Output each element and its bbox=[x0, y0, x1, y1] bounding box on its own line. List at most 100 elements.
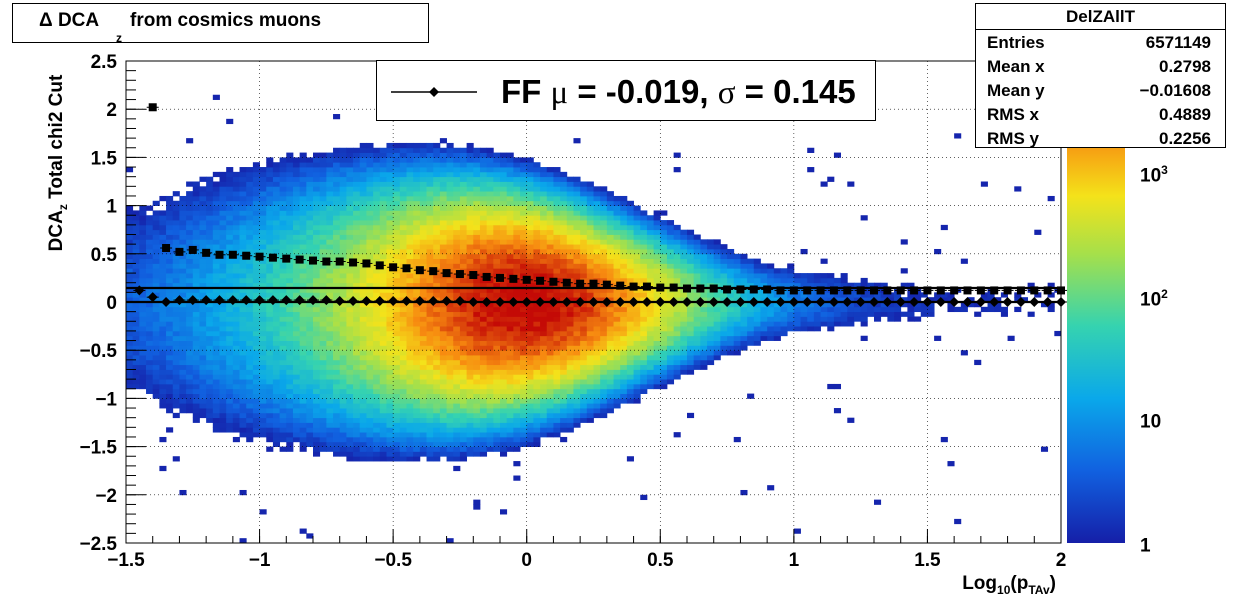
heatmap-cell bbox=[252, 176, 260, 182]
heatmap-cell bbox=[419, 408, 427, 414]
heatmap-cell bbox=[453, 412, 461, 419]
heatmap-cell bbox=[513, 234, 521, 240]
heatmap-cell bbox=[426, 393, 434, 399]
heatmap-cell bbox=[479, 215, 488, 221]
heatmap-cell bbox=[386, 191, 394, 197]
heatmap-cell bbox=[419, 287, 427, 293]
heatmap-cell bbox=[666, 248, 675, 255]
heatmap-cell bbox=[259, 335, 267, 341]
heatmap-cell bbox=[586, 316, 594, 322]
heatmap-cell bbox=[546, 273, 554, 279]
heatmap-cell bbox=[359, 186, 367, 192]
heatmap-cell bbox=[279, 162, 287, 168]
heatmap-cell bbox=[313, 239, 321, 245]
heatmap-cell bbox=[446, 335, 454, 341]
heatmap-cell bbox=[126, 316, 134, 322]
heatmap-cell bbox=[760, 302, 768, 308]
heatmap-cell bbox=[479, 388, 488, 394]
heatmap-cell bbox=[192, 292, 200, 298]
heatmap-cell bbox=[399, 412, 407, 419]
heatmap-cell bbox=[399, 287, 407, 293]
heatmap-cell bbox=[807, 297, 815, 303]
heatmap-cell bbox=[159, 374, 167, 380]
heatmap-cell bbox=[580, 273, 588, 279]
heatmap-cell bbox=[219, 335, 227, 341]
heatmap-cell bbox=[600, 205, 608, 211]
heatmap-cell bbox=[473, 345, 481, 351]
heatmap-cell bbox=[653, 330, 661, 337]
heatmap-cell bbox=[252, 398, 260, 404]
heatmap-cell bbox=[540, 403, 548, 409]
heatmap-cell bbox=[680, 321, 688, 327]
heatmap-cell bbox=[359, 326, 367, 332]
heatmap-cell bbox=[633, 335, 641, 341]
heatmap-cell bbox=[393, 200, 401, 206]
heatmap-cell bbox=[586, 224, 594, 231]
heatmap-cell bbox=[393, 335, 401, 341]
heatmap-cell bbox=[192, 215, 200, 221]
heatmap-cell bbox=[192, 181, 200, 187]
heatmap-cell bbox=[646, 292, 655, 298]
heatmap-cell bbox=[453, 451, 461, 457]
heatmap-cell bbox=[526, 210, 534, 216]
heatmap-cell bbox=[172, 388, 180, 394]
heatmap-cell bbox=[733, 277, 741, 284]
heatmap-cell bbox=[219, 427, 227, 433]
heatmap-cell bbox=[459, 147, 468, 153]
heatmap-cell bbox=[540, 427, 548, 433]
heatmap-cell bbox=[626, 340, 634, 346]
heatmap-cell bbox=[166, 215, 174, 221]
heatmap-cell bbox=[313, 335, 321, 341]
heatmap-cell bbox=[526, 263, 534, 269]
heatmap-cell bbox=[259, 186, 267, 192]
heatmap-cell bbox=[206, 311, 214, 317]
heatmap-cell bbox=[292, 364, 301, 370]
heatmap-cell bbox=[653, 229, 661, 235]
heatmap-cell bbox=[466, 171, 474, 178]
heatmap-cell bbox=[326, 157, 334, 163]
heatmap-cell bbox=[313, 350, 321, 356]
heatmap-cell bbox=[306, 422, 314, 428]
heatmap-cell bbox=[159, 287, 167, 293]
heatmap-cell bbox=[246, 393, 254, 399]
heatmap-cell bbox=[359, 142, 367, 149]
heatmap-cell bbox=[186, 205, 194, 211]
heatmap-cell bbox=[459, 379, 468, 385]
heatmap-cell bbox=[687, 302, 695, 308]
heatmap-cell bbox=[473, 306, 481, 313]
heatmap-cell bbox=[172, 379, 180, 385]
heatmap-cell bbox=[466, 427, 474, 433]
heatmap-cell bbox=[373, 311, 381, 317]
heatmap-cell bbox=[606, 340, 614, 346]
heatmap-cell bbox=[493, 359, 501, 366]
heatmap-cell bbox=[493, 167, 501, 173]
heatmap-cell bbox=[353, 302, 361, 308]
heatmap-cell bbox=[693, 345, 701, 351]
heatmap-cell bbox=[146, 311, 154, 317]
heatmap-cell bbox=[226, 181, 234, 187]
heatmap-cell bbox=[459, 306, 468, 313]
heatmap-cell bbox=[326, 302, 334, 308]
heatmap-cell bbox=[660, 244, 668, 250]
heatmap-cell bbox=[299, 355, 307, 361]
heatmap-cell bbox=[466, 422, 474, 428]
heatmap-cell bbox=[506, 403, 514, 409]
heatmap-cell bbox=[433, 374, 441, 380]
heatmap-cell bbox=[179, 335, 187, 341]
heatmap-cell bbox=[299, 398, 307, 404]
heatmap-cell bbox=[313, 398, 321, 404]
heatmap-cell bbox=[486, 248, 494, 255]
heatmap-cell bbox=[486, 393, 494, 399]
heatmap-cell bbox=[800, 297, 808, 303]
heatmap-cell bbox=[346, 268, 354, 274]
heatmap-cell bbox=[566, 253, 574, 260]
heatmap-cell bbox=[720, 326, 728, 332]
heatmap-cell bbox=[333, 157, 341, 163]
heatmap-cell bbox=[747, 263, 755, 269]
heatmap-cell bbox=[232, 306, 240, 313]
heatmap-cell bbox=[459, 441, 468, 447]
heatmap-cell bbox=[680, 277, 688, 284]
heatmap-cell bbox=[166, 321, 174, 327]
heatmap-cell bbox=[279, 398, 287, 404]
heatmap-cell bbox=[359, 422, 367, 428]
